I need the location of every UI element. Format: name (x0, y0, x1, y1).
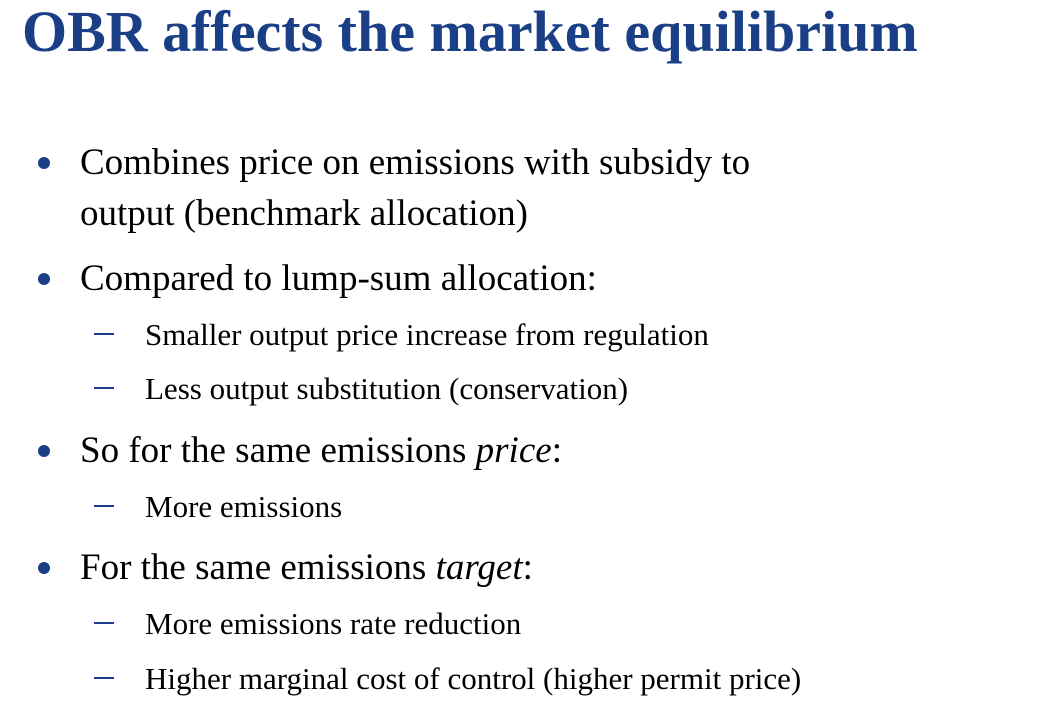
bullet-text: Compared to lump-sum allocation: (80, 258, 597, 299)
bullet-text-prefix: So for the same emissions (80, 430, 476, 471)
sub-bullet-item: Smaller output price increase from regul… (94, 315, 709, 355)
bullet-item: For the same emissions target: (38, 542, 533, 593)
dash-icon (94, 333, 114, 335)
bullet-text-suffix: : (551, 430, 562, 471)
bullet-emphasis: price (475, 430, 552, 471)
dash-icon (94, 677, 114, 679)
bullet-item: Combines price on emissions with subsidy… (38, 137, 751, 188)
bullet-text: output (benchmark allocation) (80, 193, 528, 234)
bullet-dot-icon (38, 273, 50, 285)
bullet-text-suffix: : (522, 547, 533, 588)
sub-bullet-text: Less output substitution (conservation) (145, 371, 629, 406)
bullet-text-prefix: For the same emissions (80, 547, 436, 588)
bullet-dot-icon (38, 445, 50, 457)
sub-bullet-text: More emissions (145, 489, 343, 524)
dash-icon (94, 387, 114, 389)
slide-title: OBR affects the market equilibrium (22, 0, 918, 64)
sub-bullet-item: More emissions rate reduction (94, 604, 522, 644)
dash-icon (94, 505, 114, 507)
bullet-continuation: output (benchmark allocation) (80, 188, 528, 239)
sub-bullet-item: More emissions (94, 487, 343, 527)
bullet-dot-icon (38, 157, 50, 169)
dash-icon (94, 622, 114, 624)
sub-bullet-text: More emissions rate reduction (145, 606, 522, 641)
bullet-emphasis: target (435, 547, 523, 588)
bullet-item: So for the same emissions price: (38, 425, 562, 476)
sub-bullet-item: Less output substitution (conservation) (94, 369, 629, 409)
sub-bullet-text: Smaller output price increase from regul… (145, 317, 709, 352)
bullet-dot-icon (38, 562, 50, 574)
sub-bullet-text: Higher marginal cost of control (higher … (145, 661, 802, 696)
bullet-item: Compared to lump-sum allocation: (38, 253, 597, 304)
sub-bullet-item: Higher marginal cost of control (higher … (94, 659, 802, 699)
bullet-text: Combines price on emissions with subsidy… (80, 142, 751, 183)
